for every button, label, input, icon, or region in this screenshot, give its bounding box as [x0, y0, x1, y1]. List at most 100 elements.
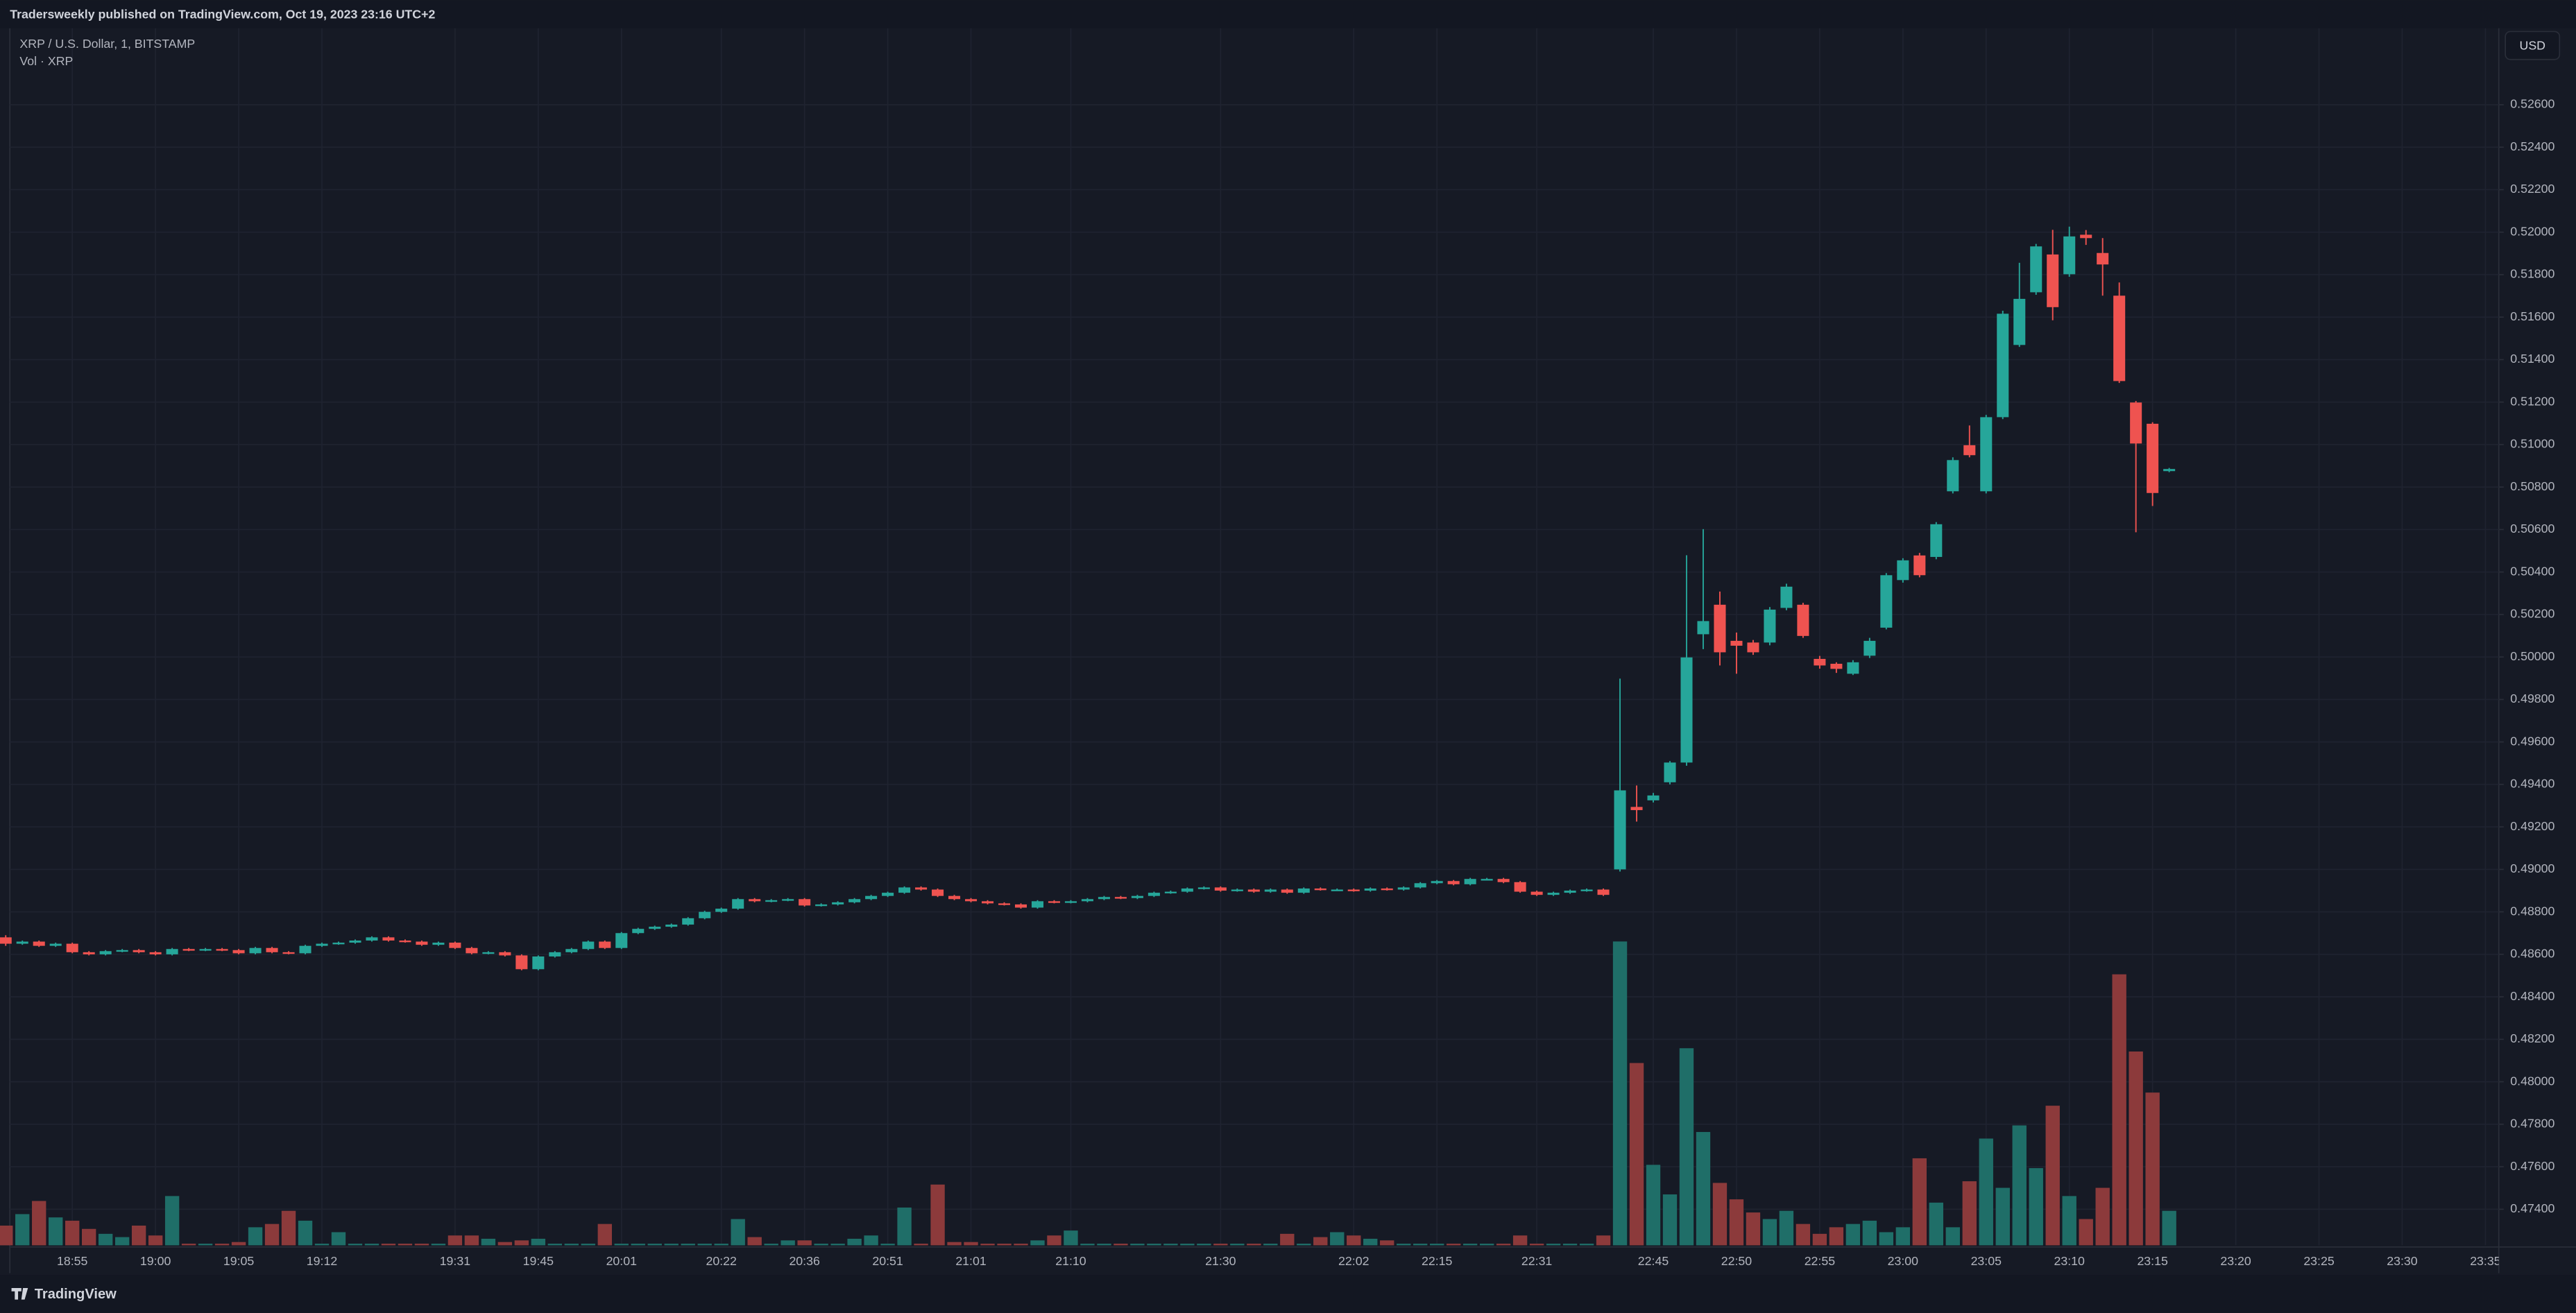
volume-bar [1247, 1244, 1261, 1246]
candle-body [1530, 891, 1543, 895]
candle-body [1064, 901, 1077, 903]
volume-legend: Vol · XRP [19, 54, 73, 68]
volume-bar [1496, 1244, 1511, 1246]
candle-body [898, 887, 911, 893]
volume-bar [248, 1227, 263, 1246]
volume-bar [1762, 1219, 1777, 1246]
x-tick-label: 21:30 [1205, 1254, 1236, 1268]
candle-body [1564, 891, 1576, 893]
volume-bar [1064, 1230, 1078, 1246]
volume-bar [2129, 1052, 2143, 1246]
x-tick-label: 19:45 [523, 1254, 554, 1268]
volume-bar [381, 1244, 396, 1246]
volume-bar [514, 1240, 529, 1246]
volume-bar [1147, 1244, 1161, 1246]
candle-body [1247, 889, 1260, 892]
volume-bar [814, 1244, 828, 1246]
candle-body [1764, 609, 1776, 643]
y-tick-label: 0.47800 [2510, 1117, 2554, 1131]
candle-body [515, 955, 528, 970]
y-tick-label: 0.52600 [2510, 97, 2554, 111]
y-tick-label: 0.51800 [2510, 267, 2554, 281]
y-tick-label: 0.52000 [2510, 224, 2554, 238]
volume-bar [32, 1201, 46, 1246]
volume-bar [797, 1240, 812, 1246]
volume-bar [1895, 1227, 1911, 1246]
candle-body [1814, 658, 1826, 666]
candle-body [1098, 897, 1110, 900]
y-tick-label: 0.51600 [2510, 309, 2554, 323]
candle-body [1497, 879, 1510, 882]
volume-bar [914, 1244, 928, 1246]
candle-body [1014, 904, 1027, 908]
volume-bar [1097, 1244, 1111, 1246]
volume-bar [1862, 1220, 1877, 1246]
volume-bar [647, 1244, 662, 1246]
candle-body [1597, 889, 1610, 895]
candle-body [149, 952, 162, 954]
candle-body [1547, 893, 1560, 895]
y-tick-label: 0.51000 [2510, 437, 2554, 451]
brand-logo [11, 1287, 28, 1300]
candle-body [99, 951, 112, 954]
candle-body [1714, 604, 1726, 653]
volume-bar [348, 1244, 363, 1246]
volume-bar [830, 1244, 845, 1246]
currency-label[interactable]: USD [2520, 38, 2545, 52]
y-tick-label: 0.48000 [2510, 1074, 2554, 1088]
volume-bar [398, 1244, 413, 1246]
volume-bar [1413, 1244, 1428, 1246]
candle-body [1880, 575, 1893, 628]
candle-body [1148, 893, 1160, 896]
y-tick-label: 0.48800 [2510, 904, 2554, 918]
candle-body [133, 950, 145, 952]
candle-body [1963, 445, 1976, 456]
x-tick-label: 22:31 [1521, 1254, 1552, 1268]
candle-body [83, 952, 95, 954]
candle-body [332, 943, 345, 945]
volume-bar [1213, 1244, 1228, 1246]
volume-bar [664, 1244, 679, 1246]
symbol-title: XRP / U.S. Dollar, 1, BITSTAMP [19, 37, 195, 51]
candle-body [166, 949, 178, 954]
candle-body [532, 956, 545, 970]
candle-body [615, 933, 628, 948]
candle-body [1647, 795, 1660, 800]
candle-body [1863, 640, 1876, 656]
candle-body [765, 900, 778, 902]
candle-body [1114, 897, 1127, 899]
volume-bar [281, 1210, 296, 1246]
volume-bar [0, 1226, 13, 1246]
candle-body [865, 895, 878, 900]
candle-body [1131, 895, 1143, 898]
y-tick-label: 0.49800 [2510, 692, 2554, 705]
volume-bar [781, 1240, 795, 1246]
x-tick-label: 23:05 [1971, 1254, 2002, 1268]
candle-body [299, 945, 312, 954]
candle-body [799, 899, 811, 906]
x-tick-label: 18:55 [57, 1254, 88, 1268]
candle-body [599, 941, 611, 948]
marks [0, 226, 2176, 1246]
candle-body [1397, 887, 1410, 890]
x-tick-label: 19:12 [307, 1254, 337, 1268]
volume-bar [597, 1224, 612, 1246]
x-tick-label: 23:20 [2220, 1254, 2251, 1268]
volume-bar [614, 1244, 629, 1246]
volume-bar [1712, 1183, 1728, 1246]
y-tick-label: 0.48400 [2510, 989, 2554, 1003]
volume-bar [747, 1237, 762, 1246]
x-tick-label: 22:45 [1638, 1254, 1669, 1268]
currency-button[interactable] [2505, 31, 2561, 60]
volume-bar [2095, 1187, 2110, 1246]
publisher-note: Tradersweekly published on TradingView.c… [10, 7, 435, 21]
volume-bar [1629, 1063, 1644, 1246]
candle-body [948, 895, 961, 900]
candle-body [1913, 555, 1926, 576]
candle-body [1930, 524, 1943, 557]
candle-body [565, 949, 578, 952]
volume-bar [148, 1235, 163, 1246]
candle-body [981, 901, 994, 904]
volume-bar [1729, 1199, 1744, 1246]
volume-bar [980, 1244, 995, 1246]
